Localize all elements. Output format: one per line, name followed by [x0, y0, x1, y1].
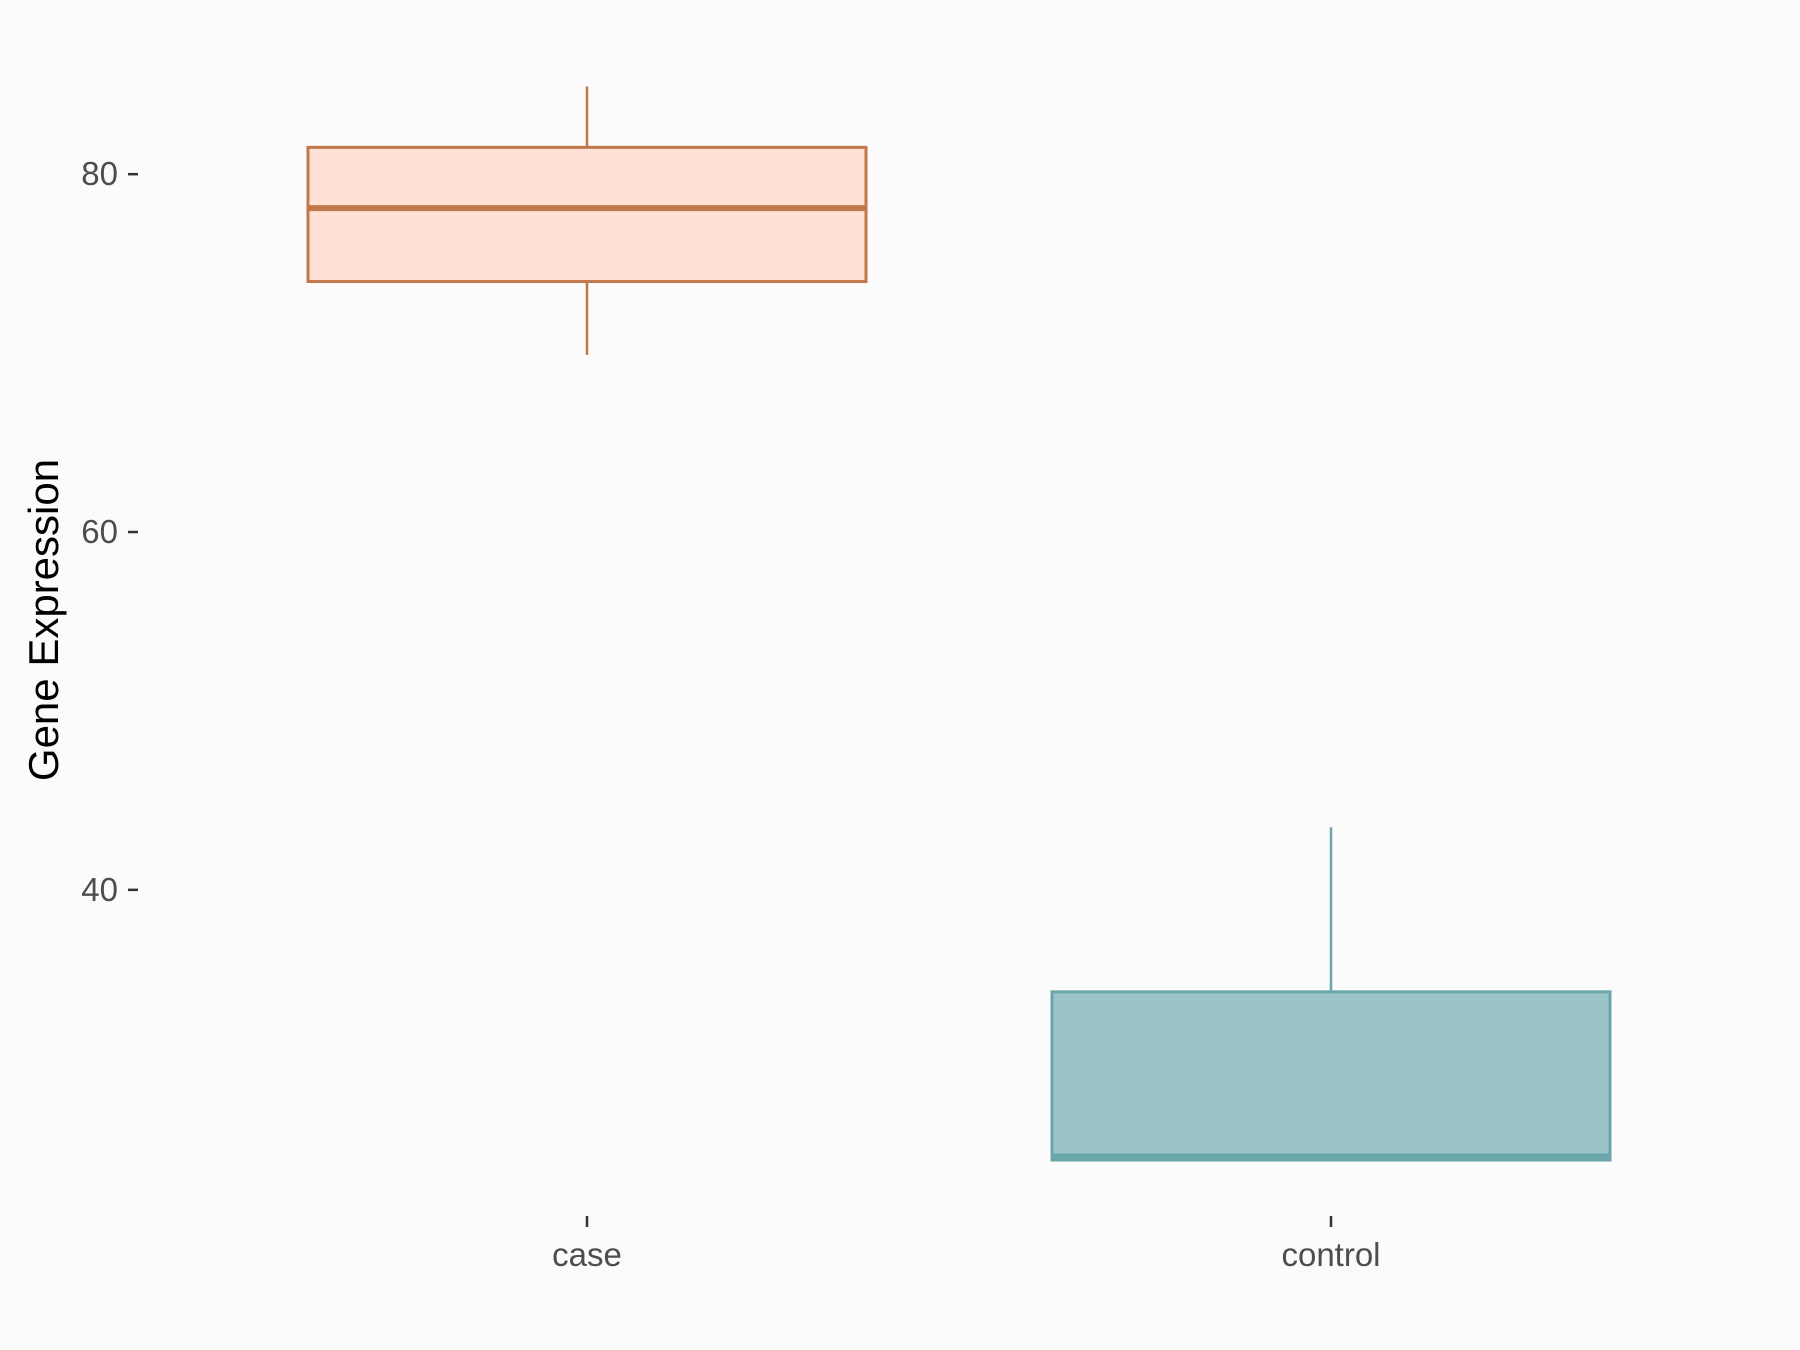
- y-axis: 40 60 80: [81, 155, 138, 908]
- box-iqr: [1050, 990, 1612, 1162]
- x-axis: case control: [552, 1216, 1381, 1273]
- x-tick-label: control: [1281, 1236, 1380, 1273]
- y-axis-label: Gene Expression: [20, 459, 67, 781]
- x-tick-label: case: [552, 1236, 622, 1273]
- box-case: [306, 86, 868, 355]
- box-iqr: [306, 145, 868, 284]
- y-tick-label: 80: [81, 155, 118, 192]
- y-tick-label: 60: [81, 513, 118, 550]
- box-control: [1050, 827, 1612, 1162]
- y-tick-label: 40: [81, 871, 118, 908]
- boxes: [306, 86, 1612, 1162]
